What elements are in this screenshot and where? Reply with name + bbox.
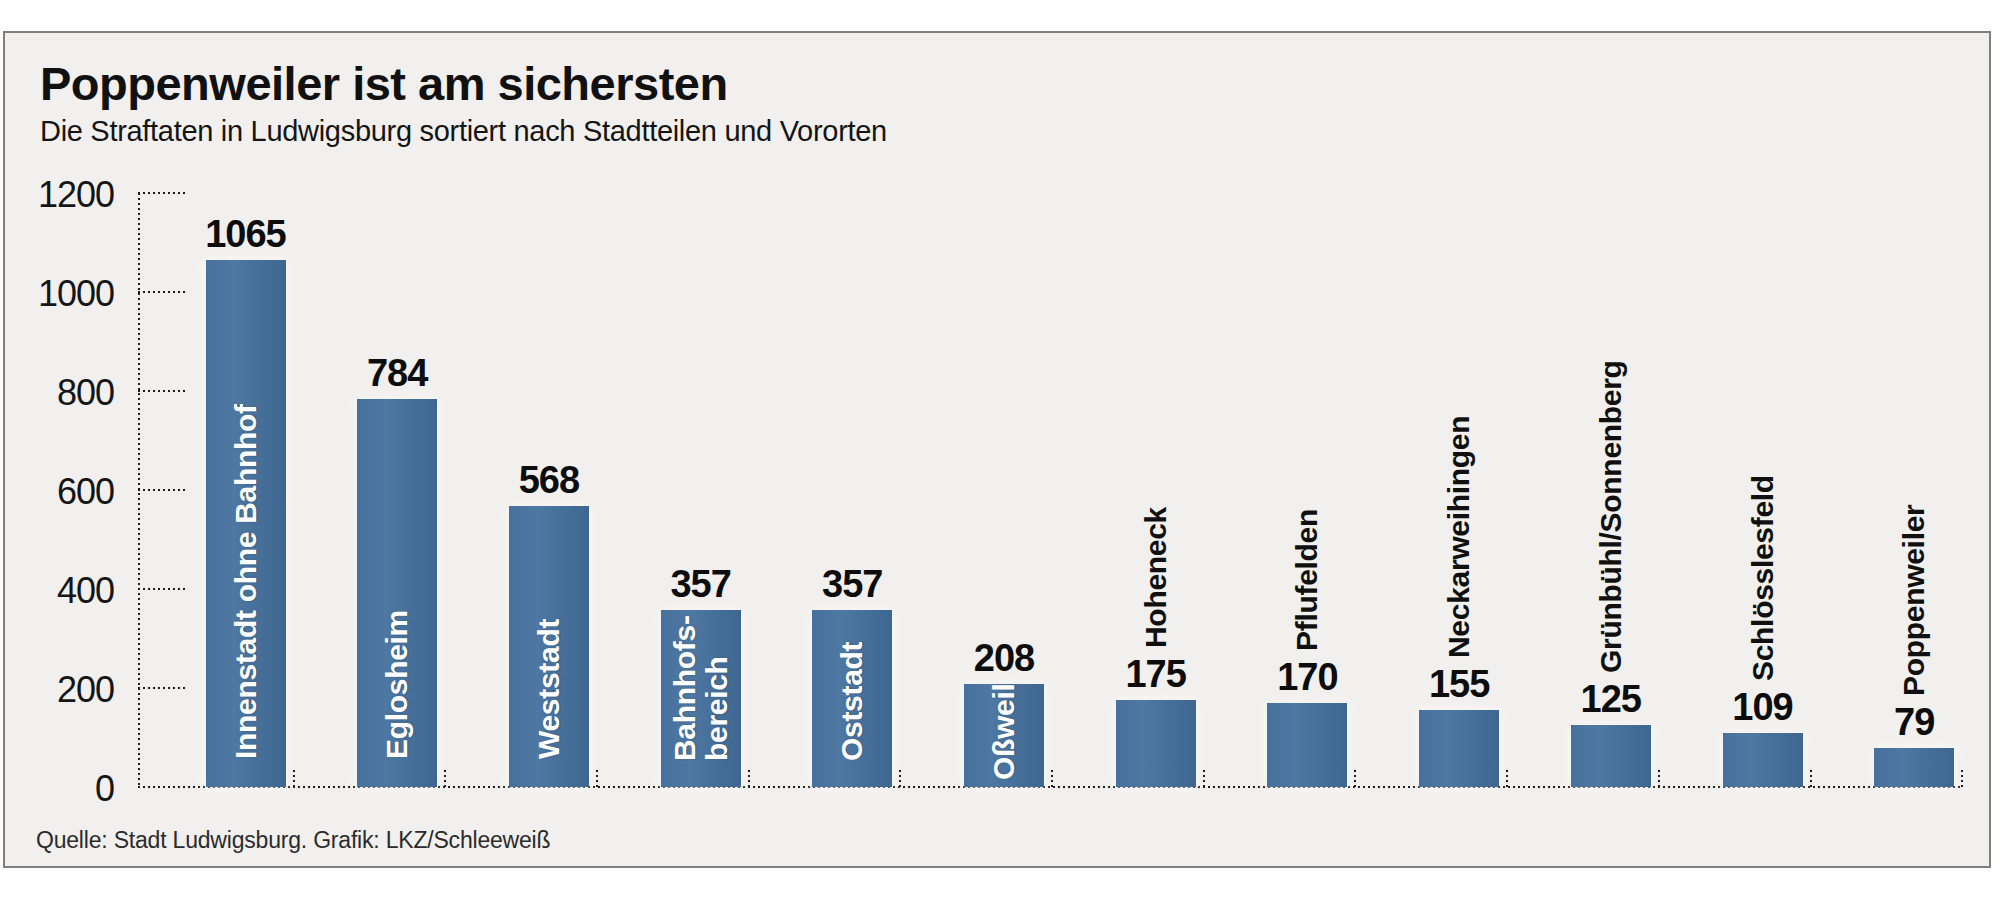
x-tick-mark [1203, 770, 1205, 787]
y-tick-label: 200 [0, 669, 114, 711]
y-tick-mark [138, 588, 185, 590]
bar-name-label: Weststadt [533, 619, 565, 759]
bar-value-label: 784 [307, 353, 487, 393]
x-tick-mark [293, 770, 295, 787]
x-tick-mark [1810, 770, 1812, 787]
y-tick-label: 1000 [0, 273, 114, 315]
x-tick-mark [1354, 770, 1356, 787]
y-tick-label: 0 [0, 768, 114, 810]
y-tick-label: 400 [0, 570, 114, 612]
bar [1267, 703, 1347, 787]
y-tick-label: 800 [0, 372, 114, 414]
x-tick-mark [1658, 770, 1660, 787]
x-tick-mark [444, 770, 446, 787]
bar-value-label: 1065 [156, 214, 336, 254]
bar-chart: 1200 1000 800 600 400 200 0 1065 Innenstadt ohne… [0, 0, 2000, 917]
bar [1874, 748, 1954, 787]
y-tick-label: 600 [0, 471, 114, 513]
bar [1116, 700, 1196, 787]
bar-name-label: Poppenweiler [1898, 505, 1930, 696]
x-tick-mark [596, 770, 598, 787]
source-note: Quelle: Stadt Ludwigsburg. Grafik: LKZ/S… [36, 827, 550, 854]
bar-name-label: Innenstadt ohne Bahnhof [230, 404, 262, 759]
x-tick-mark [1051, 770, 1053, 787]
bar-name-label: Pflufelden [1291, 509, 1323, 651]
bar-name-label: Neckarweihingen [1443, 416, 1475, 658]
bar-name-label: Grünbühl/Sonnenberg [1595, 360, 1627, 673]
x-tick-mark [1961, 770, 1963, 787]
y-tick-mark [138, 192, 185, 194]
y-tick-mark [138, 489, 185, 491]
x-tick-mark [1506, 770, 1508, 787]
chart-layer: Poppenweiler ist am sichersten Die Straf… [0, 0, 2000, 917]
bar [1723, 733, 1803, 787]
bar-value-label: 568 [459, 460, 639, 500]
x-tick-mark [748, 770, 750, 787]
bar-name-label: Bahnhofs- bereich [669, 615, 733, 761]
y-tick-mark [138, 687, 185, 689]
bar [1571, 725, 1651, 787]
bar-value-label: 79 [1824, 702, 2000, 742]
bar-name-label: Hoheneck [1140, 507, 1172, 648]
bar-name-label: Schlösslesfeld [1747, 475, 1779, 681]
bar [1419, 710, 1499, 787]
y-tick-label: 1200 [0, 174, 114, 216]
y-tick-mark [138, 390, 185, 392]
x-tick-mark [899, 770, 901, 787]
bar-name-label: Oststadt [836, 642, 868, 761]
bar-value-label: 357 [762, 564, 942, 604]
bar-name-label: Oßweil [988, 683, 1020, 780]
y-tick-mark [138, 291, 185, 293]
bar-name-label: Eglosheim [381, 610, 413, 759]
